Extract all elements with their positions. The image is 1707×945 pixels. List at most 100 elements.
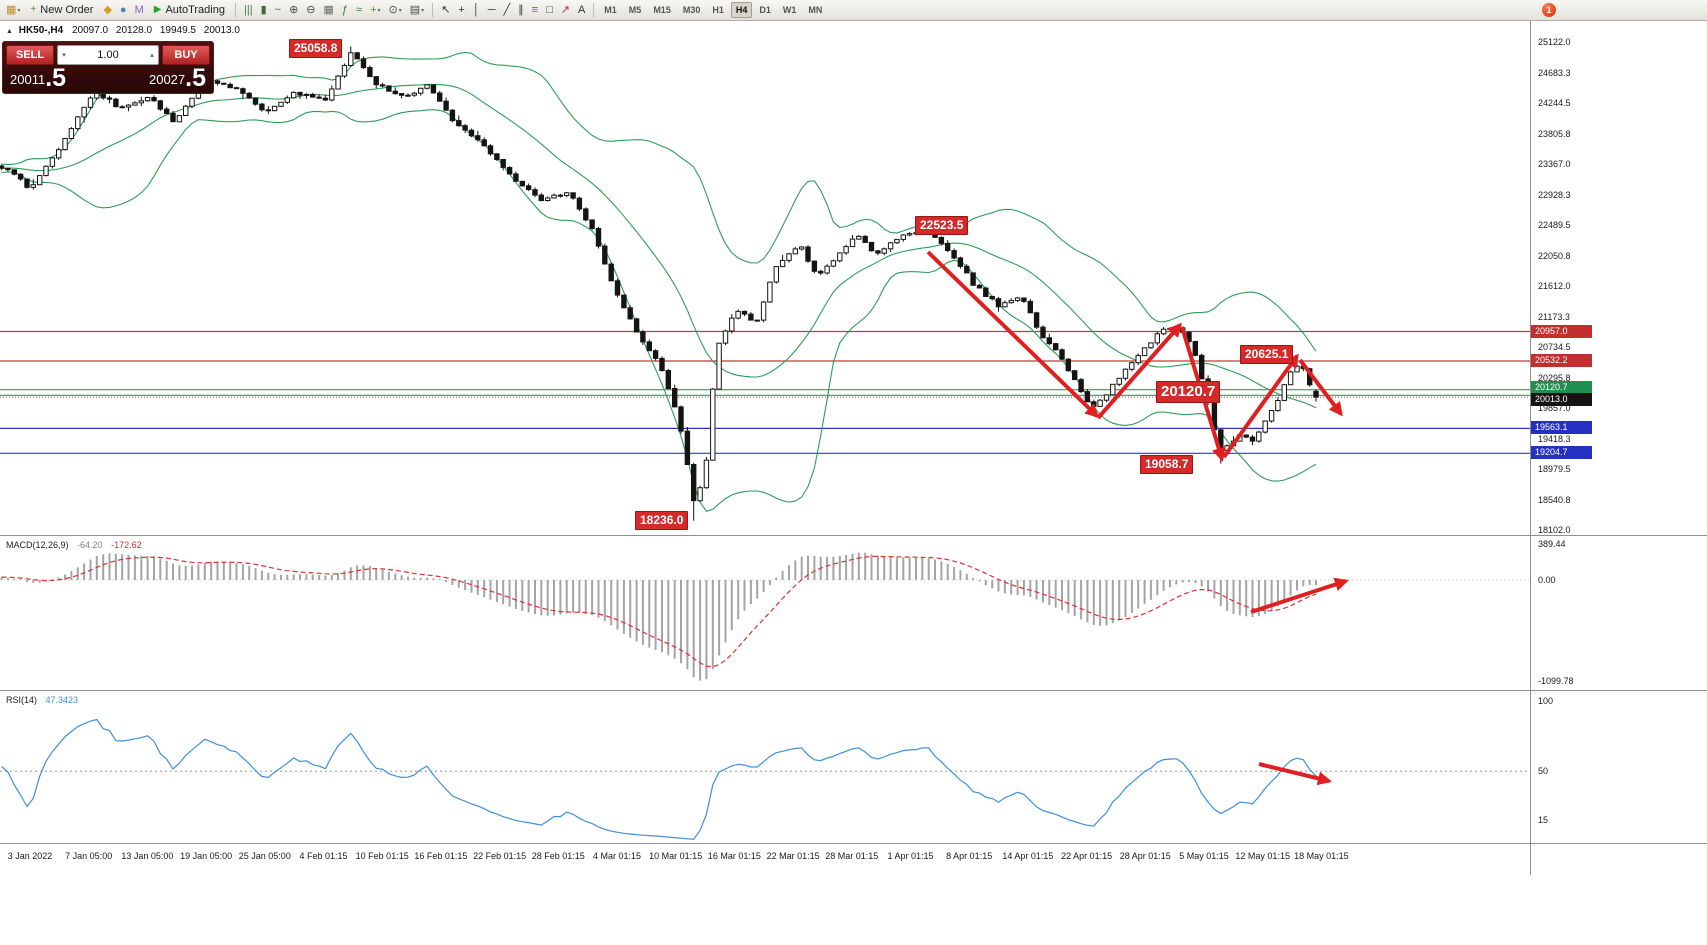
expert-advisors-icon[interactable]: ◆ bbox=[100, 2, 114, 19]
channel-icon: ∥ bbox=[518, 3, 524, 16]
rsi-name: RSI(14) bbox=[6, 695, 38, 705]
timeframe-button-w1[interactable]: W1 bbox=[782, 5, 797, 15]
templates-menu-icon: ▤ bbox=[409, 3, 421, 16]
price-axis[interactable]: 25122.0 24683.3 24244.5 23805.8 23367.0 22928… bbox=[1530, 0, 1707, 875]
volume-field[interactable]: ▾ 1.00 ▴ bbox=[57, 45, 159, 65]
bid-price-tag: 20013.0 bbox=[1531, 393, 1592, 407]
buy-price-main: 20027 bbox=[148, 72, 186, 87]
timeframe-button-m5[interactable]: M5 bbox=[628, 5, 642, 15]
trend-arrow[interactable] bbox=[1222, 353, 1299, 459]
autotrading-play-icon: ▶ bbox=[153, 4, 162, 15]
sell-price-frac: .5 bbox=[45, 64, 67, 92]
price-axis-tick: 24244.5 bbox=[1538, 98, 1571, 108]
horizontal-line-icon: ─ bbox=[487, 3, 496, 16]
metaeditor-icon[interactable]: M bbox=[132, 2, 147, 19]
trend-arrow[interactable] bbox=[1250, 577, 1349, 614]
tile-windows-icon[interactable]: ▦ bbox=[321, 2, 337, 19]
price-annotation-18236.0[interactable]: 18236.0 bbox=[635, 511, 689, 530]
macd-value: -64.20 bbox=[77, 540, 103, 550]
zoom-in-icon[interactable]: ⊕ bbox=[286, 2, 301, 19]
chart-bars-icon[interactable]: ||| bbox=[241, 2, 256, 19]
price-axis-tick: 21173.3 bbox=[1538, 311, 1570, 322]
channel-icon[interactable]: ∥ bbox=[515, 2, 527, 19]
chart-candles-icon: ▮ bbox=[260, 3, 267, 16]
crosshair-icon[interactable]: + bbox=[455, 2, 467, 19]
price-annotation-20625.1[interactable]: 20625.1 bbox=[1240, 345, 1294, 364]
volume-value[interactable]: 1.00 bbox=[97, 49, 119, 61]
shapes-icon[interactable]: □ bbox=[543, 2, 556, 19]
chart-bars-icon: ||| bbox=[243, 3, 253, 16]
chart-canvas[interactable] bbox=[0, 0, 1530, 875]
crosshair-icon: + bbox=[458, 3, 465, 16]
bollinger-bands bbox=[1, 51, 1317, 512]
dropdown-caret-icon: ▾ bbox=[17, 7, 21, 14]
price-axis-tick: 23805.8 bbox=[1538, 128, 1571, 139]
price-annotation-20120.7[interactable]: 20120.7 bbox=[1156, 381, 1221, 403]
zoom-out-icon[interactable]: ⊖ bbox=[303, 2, 318, 19]
volume-increase-icon[interactable]: ▴ bbox=[150, 52, 154, 59]
chart-candles-icon[interactable]: ▮ bbox=[258, 2, 270, 19]
market-watch-icon[interactable]: ● bbox=[117, 2, 130, 19]
price-annotation-19058.7[interactable]: 19058.7 bbox=[1140, 455, 1194, 474]
macd-signal-value: -172.62 bbox=[111, 540, 142, 550]
price-axis-tick: 18102.0 bbox=[1538, 525, 1571, 535]
trend-arrow[interactable] bbox=[1096, 322, 1182, 420]
macd-panel-layer bbox=[0, 552, 1530, 681]
notification-badge[interactable]: 1 bbox=[1542, 3, 1556, 17]
volume-decrease-icon[interactable]: ▾ bbox=[62, 52, 66, 59]
timeframe-button-h1[interactable]: H1 bbox=[712, 5, 724, 15]
oneclick-collapse-icon[interactable]: ▲ bbox=[6, 28, 13, 35]
new-order-button[interactable]: + New Order bbox=[25, 2, 98, 19]
autotrading-button[interactable]: ▶ AutoTrading bbox=[149, 2, 230, 19]
price-axis-tick: 24683.3 bbox=[1538, 67, 1571, 78]
rsi-indicator-label: RSI(14) 47.3423 bbox=[6, 695, 78, 705]
indicators-icon[interactable]: ƒ bbox=[339, 2, 351, 19]
price-annotation-25058.8[interactable]: 25058.8 bbox=[289, 39, 343, 58]
buy-price-frac: .5 bbox=[185, 64, 206, 92]
price-tag-19204.7: 19204.7 bbox=[1531, 446, 1592, 460]
arrows-icon: ↗ bbox=[560, 3, 570, 16]
timeframe-button-mn[interactable]: MN bbox=[808, 5, 823, 15]
vertical-line-icon[interactable]: │ bbox=[470, 2, 483, 19]
arrows-icon[interactable]: ↗ bbox=[558, 2, 573, 19]
chart-line-icon[interactable]: ~ bbox=[272, 2, 284, 19]
shapes-icon: □ bbox=[546, 3, 553, 16]
panel-separator[interactable] bbox=[0, 535, 1707, 536]
templates-menu-button[interactable]: ▤ ▾ bbox=[407, 2, 427, 19]
bollinger-middle-band bbox=[1, 83, 1317, 409]
vertical-line-icon: │ bbox=[472, 3, 480, 16]
sell-button[interactable]: SELL bbox=[6, 45, 54, 65]
new-order-label: New Order bbox=[40, 4, 94, 16]
timeframe-button-m15[interactable]: M15 bbox=[653, 5, 671, 15]
autotrading-label: AutoTrading bbox=[165, 4, 225, 16]
buy-price-display: 20027.5 bbox=[148, 64, 206, 92]
close-value: 20013.0 bbox=[203, 25, 240, 36]
buy-button[interactable]: BUY bbox=[162, 45, 210, 65]
cursor-icon[interactable]: ↖ bbox=[438, 2, 453, 19]
trend-arrow[interactable] bbox=[926, 250, 1100, 419]
text-icon[interactable]: A bbox=[575, 2, 588, 19]
rsi-line bbox=[1, 718, 1317, 840]
rsi-axis-tick: 50 bbox=[1538, 766, 1549, 777]
candlestick-series bbox=[0, 46, 1319, 521]
fibonacci-icon: ≡ bbox=[531, 3, 539, 16]
trendline-icon[interactable]: ╱ bbox=[501, 2, 514, 19]
price-annotation-22523.5[interactable]: 22523.5 bbox=[915, 216, 969, 235]
timeframe-button-m30[interactable]: M30 bbox=[682, 5, 701, 15]
add-indicator-button[interactable]: + ▾ bbox=[367, 2, 383, 19]
timeframe-button-m1[interactable]: M1 bbox=[604, 5, 617, 15]
panel-separator[interactable] bbox=[0, 843, 1707, 844]
horizontal-line-icon[interactable]: ─ bbox=[485, 2, 499, 19]
timeframe-button-d1[interactable]: D1 bbox=[759, 5, 771, 15]
panel-separator[interactable] bbox=[0, 690, 1707, 691]
dropdown-caret-icon: ▾ bbox=[377, 7, 381, 14]
macd-indicator-label: MACD(12,26,9) -64.20 -172.62 bbox=[6, 540, 142, 550]
market-watch-icon: ● bbox=[119, 3, 127, 16]
periods-menu-button[interactable]: ⊙ ▾ bbox=[386, 2, 405, 19]
fibonacci-icon[interactable]: ≡ bbox=[529, 2, 541, 19]
trend-arrow[interactable] bbox=[1298, 358, 1343, 417]
new-chart-button[interactable]: ▦ ▾ bbox=[3, 2, 23, 19]
timeframe-button-h4[interactable]: H4 bbox=[730, 2, 753, 18]
trend-arrow[interactable] bbox=[1258, 762, 1332, 786]
indicator-window-icon[interactable]: ≈ bbox=[353, 2, 365, 19]
